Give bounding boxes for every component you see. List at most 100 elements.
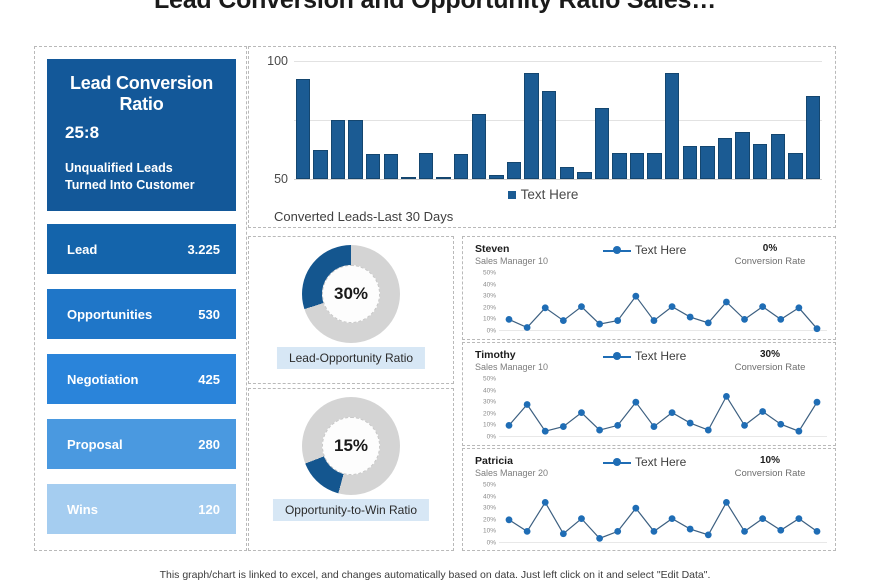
sparkline-point[interactable] xyxy=(795,427,803,435)
metric-row-opportunities[interactable]: Opportunities 530 xyxy=(47,289,236,339)
sparkline-point[interactable] xyxy=(541,304,549,312)
bar[interactable] xyxy=(489,175,504,179)
sparkline-point[interactable] xyxy=(723,499,730,506)
sparkline-point[interactable] xyxy=(505,316,513,323)
sparkline-point[interactable] xyxy=(759,515,767,523)
sparkline-point[interactable] xyxy=(523,528,531,535)
sparkline-point[interactable] xyxy=(741,316,748,323)
sparkline-point[interactable] xyxy=(668,515,676,523)
sparkline-point[interactable] xyxy=(596,534,603,542)
sparkline-point[interactable] xyxy=(777,526,785,534)
sparkline-point[interactable] xyxy=(759,303,767,311)
bar[interactable] xyxy=(594,108,610,179)
bar[interactable] xyxy=(524,72,539,179)
bar[interactable] xyxy=(401,176,416,179)
bar[interactable] xyxy=(383,154,398,179)
bar[interactable] xyxy=(313,149,328,179)
metric-row-lead[interactable]: Lead 3.225 xyxy=(47,224,236,274)
sparkline-point[interactable] xyxy=(614,422,622,429)
sparkline-point[interactable] xyxy=(668,409,676,417)
sparkline-point[interactable] xyxy=(777,420,785,428)
bar[interactable] xyxy=(295,78,310,179)
bar[interactable] xyxy=(418,153,434,179)
bar[interactable] xyxy=(805,96,821,179)
bar[interactable] xyxy=(506,162,522,179)
bar[interactable] xyxy=(559,167,574,179)
sparkline-point[interactable] xyxy=(523,401,531,408)
bar[interactable] xyxy=(436,176,451,179)
sparkline-point[interactable] xyxy=(632,292,640,300)
sparkline-point[interactable] xyxy=(686,419,694,427)
sparkline-point[interactable] xyxy=(668,303,676,311)
sparkline-point[interactable] xyxy=(650,528,658,535)
bar[interactable] xyxy=(770,134,786,179)
metric-row-negotiation[interactable]: Negotiation 425 xyxy=(47,354,236,404)
bar[interactable] xyxy=(471,114,486,179)
bar[interactable] xyxy=(330,120,346,179)
sparkline-point[interactable] xyxy=(686,525,694,533)
sparkline-y-tick-label: 40% xyxy=(482,493,496,501)
sparkline-point[interactable] xyxy=(614,528,622,535)
sparkline-point[interactable] xyxy=(578,515,585,523)
sparkline-person-name: Patricia xyxy=(475,455,513,467)
sparkline-point[interactable] xyxy=(559,530,567,538)
bar-chart-legend: Text Here xyxy=(249,187,837,202)
bar[interactable] xyxy=(629,153,645,179)
sparkline-point[interactable] xyxy=(813,325,821,333)
sparkline-point[interactable] xyxy=(596,320,603,328)
bar[interactable] xyxy=(717,137,733,179)
bar[interactable] xyxy=(647,153,662,179)
sparkline-point[interactable] xyxy=(559,423,567,430)
bar[interactable] xyxy=(753,143,768,179)
sparkline-person-name: Steven xyxy=(475,243,510,255)
sparkline-point[interactable] xyxy=(541,427,549,435)
sparkline-point[interactable] xyxy=(614,317,622,324)
sparkline-point[interactable] xyxy=(596,426,603,434)
sparkline-point[interactable] xyxy=(559,317,567,324)
metric-label: Opportunities xyxy=(67,306,153,322)
sparkline-point[interactable] xyxy=(632,398,640,406)
sparkline-point[interactable] xyxy=(723,393,730,400)
bar[interactable] xyxy=(612,153,627,179)
sparkline-point[interactable] xyxy=(523,324,531,331)
sparkline-point[interactable] xyxy=(686,313,694,321)
bar[interactable] xyxy=(348,120,363,179)
sparkline-point[interactable] xyxy=(704,426,712,434)
bar[interactable] xyxy=(577,171,592,179)
bar-series xyxy=(294,61,822,179)
sparkline-legend-label: Text Here xyxy=(635,349,687,363)
bar[interactable] xyxy=(665,72,680,179)
sparkline-point[interactable] xyxy=(505,422,513,429)
bar[interactable] xyxy=(365,154,381,179)
sparkline-point[interactable] xyxy=(578,409,585,417)
sparkline-point[interactable] xyxy=(704,319,712,327)
bar[interactable] xyxy=(541,90,557,179)
sparkline-point[interactable] xyxy=(795,515,803,523)
metric-row-wins[interactable]: Wins 120 xyxy=(47,484,236,534)
sparkline-panel-timothy: Timothy Sales Manager 10 Text Here 30% Conve… xyxy=(462,342,836,446)
bar[interactable] xyxy=(735,131,750,179)
sparkline-point[interactable] xyxy=(759,408,767,415)
bar[interactable] xyxy=(453,154,469,179)
sparkline-point[interactable] xyxy=(505,516,513,524)
sparkline-point[interactable] xyxy=(723,298,730,306)
sparkline-point[interactable] xyxy=(650,317,658,324)
sparkline-point[interactable] xyxy=(777,316,785,323)
sparkline-point[interactable] xyxy=(578,303,585,311)
sparkline-point[interactable] xyxy=(541,499,549,506)
sparkline-point[interactable] xyxy=(741,422,748,429)
sparkline-point[interactable] xyxy=(741,528,748,535)
sparkline-point[interactable] xyxy=(704,531,712,539)
bar[interactable] xyxy=(682,145,698,179)
bar[interactable] xyxy=(700,145,715,179)
sparkline-point[interactable] xyxy=(813,398,821,406)
sparkline-person-name: Timothy xyxy=(475,349,516,361)
sparkline-header: Steven Sales Manager 10 Text Here 0% Convers… xyxy=(463,237,837,273)
sparkline-point[interactable] xyxy=(795,304,803,312)
metric-row-proposal[interactable]: Proposal 280 xyxy=(47,419,236,469)
sparkline-point[interactable] xyxy=(813,528,821,535)
sparkline-point[interactable] xyxy=(650,423,658,430)
gridline: 100 xyxy=(267,54,822,68)
bar[interactable] xyxy=(788,153,803,179)
sparkline-point[interactable] xyxy=(632,504,640,512)
